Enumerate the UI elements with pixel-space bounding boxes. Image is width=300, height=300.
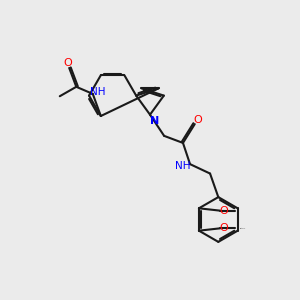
- Text: O: O: [63, 58, 72, 68]
- Text: NH: NH: [90, 87, 106, 98]
- Text: N: N: [150, 116, 159, 126]
- Text: O: O: [220, 206, 228, 216]
- Text: NH: NH: [175, 160, 190, 171]
- Text: O: O: [220, 223, 228, 233]
- Text: methoxy: methoxy: [240, 228, 246, 229]
- Text: O: O: [193, 115, 202, 125]
